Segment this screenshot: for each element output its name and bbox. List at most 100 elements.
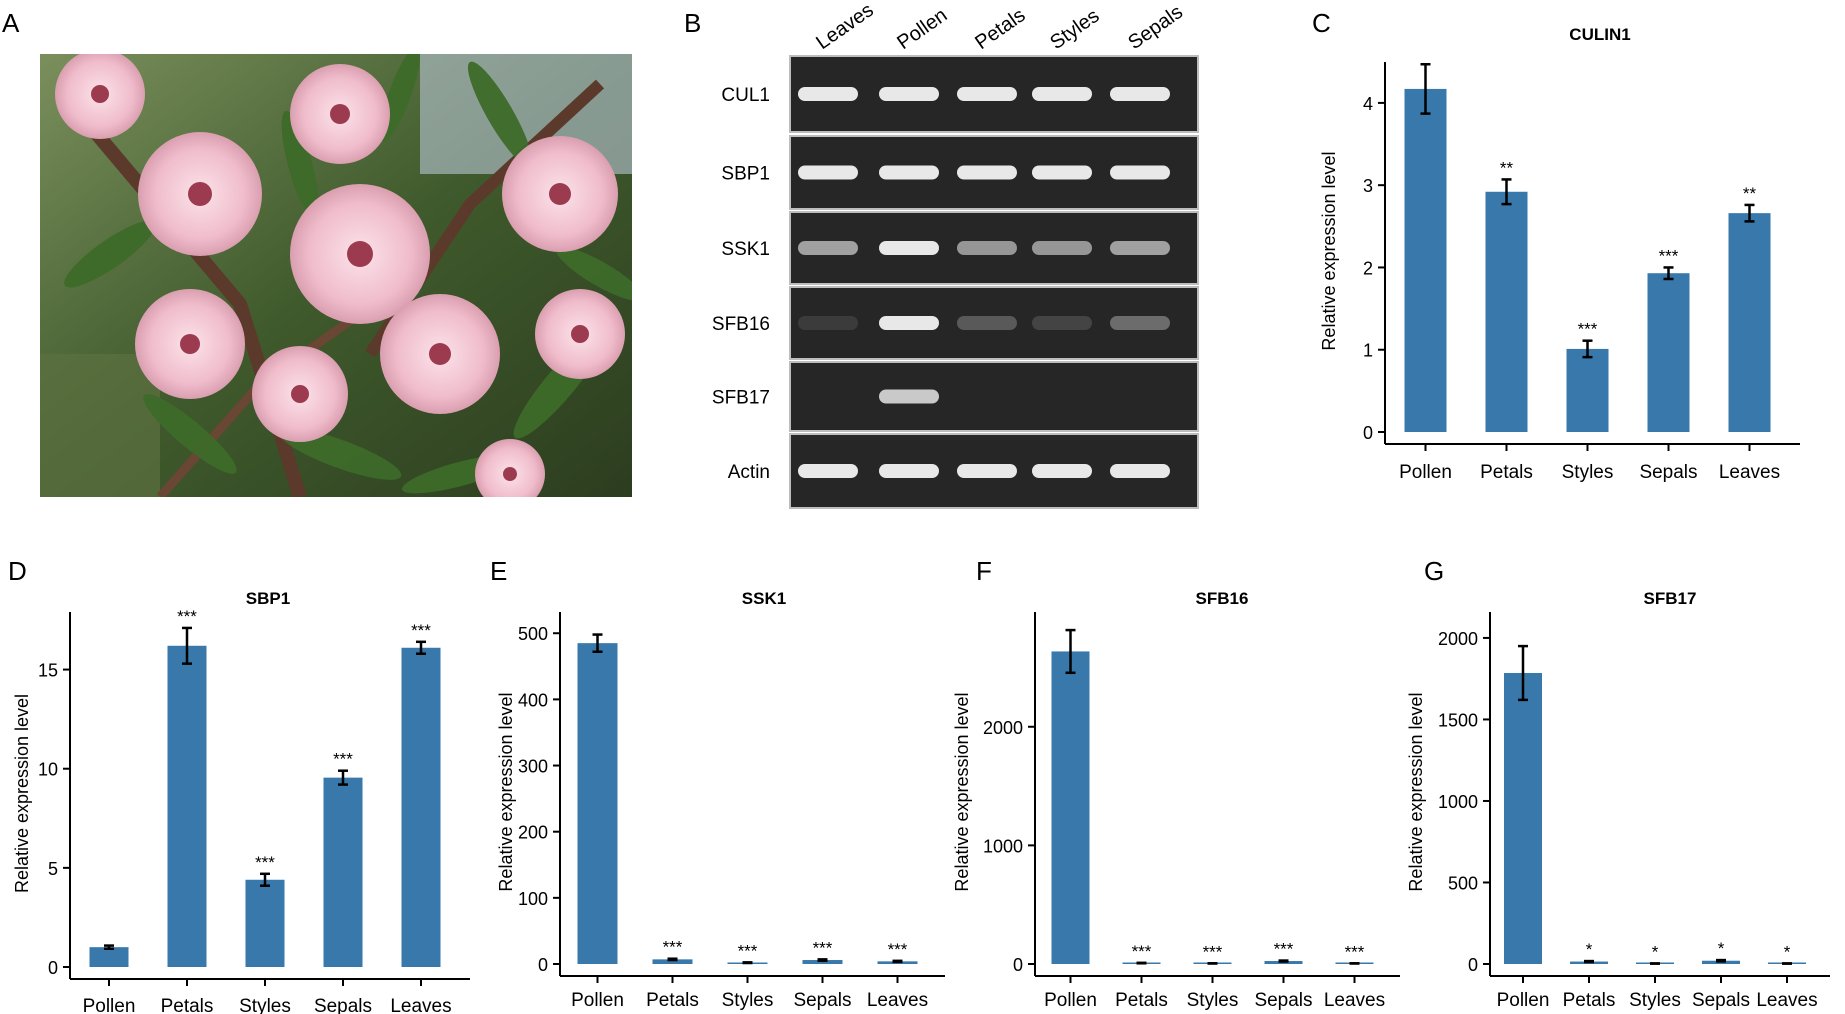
x-tick-label: Sepals bbox=[314, 996, 372, 1014]
flower-photo bbox=[40, 54, 632, 497]
y-tick-label: 1000 bbox=[983, 836, 1023, 856]
panel-letter-e: E bbox=[490, 556, 508, 586]
significance-label: *** bbox=[888, 940, 908, 959]
x-tick-label: Petals bbox=[1115, 990, 1168, 1011]
x-tick-label: Petals bbox=[646, 990, 699, 1011]
bar bbox=[802, 960, 843, 964]
flower-photo-illustration bbox=[40, 54, 632, 497]
y-tick-label: 0 bbox=[1468, 955, 1478, 975]
x-tick-label: Sepals bbox=[1692, 990, 1750, 1011]
x-tick-label: Petals bbox=[1563, 990, 1616, 1011]
significance-label: * bbox=[1652, 942, 1659, 961]
y-tick-label: 10 bbox=[38, 760, 58, 780]
x-tick-label: Petals bbox=[161, 996, 214, 1014]
bar bbox=[577, 643, 618, 964]
y-tick-label: 300 bbox=[518, 757, 548, 777]
significance-label: *** bbox=[663, 938, 683, 957]
x-tick-label: Pollen bbox=[1044, 990, 1097, 1011]
y-axis-label: Relative expression level bbox=[1319, 151, 1339, 350]
y-tick-label: 15 bbox=[38, 661, 58, 681]
y-tick-label: 0 bbox=[538, 955, 548, 975]
bar bbox=[1566, 348, 1609, 432]
panel-letter-b: B bbox=[684, 8, 702, 38]
bar bbox=[1485, 191, 1528, 432]
x-tick-label: Styles bbox=[722, 990, 774, 1011]
significance-label: *** bbox=[1578, 320, 1598, 339]
chart-c: CULIN1 0 1 2 3 4 Relative expression level Poll… bbox=[1319, 25, 1800, 483]
chart-e: SSK1 0 100 200 300 400 500 Relative expression … bbox=[496, 589, 945, 1011]
bar bbox=[1404, 88, 1447, 432]
chart-title: CULIN1 bbox=[1569, 25, 1630, 44]
x-tick-label: Sepals bbox=[1254, 990, 1312, 1011]
x-tick-label: Sepals bbox=[793, 990, 851, 1011]
bar bbox=[652, 959, 693, 964]
x-tick-label: Styles bbox=[1187, 990, 1239, 1011]
x-tick-label: Styles bbox=[1562, 462, 1614, 483]
significance-label: *** bbox=[738, 941, 758, 960]
bar bbox=[1647, 273, 1690, 432]
y-axis-label: Relative expression level bbox=[12, 694, 32, 893]
chart-title: SBP1 bbox=[246, 589, 290, 608]
chart-g: SFB17 0 500 1000 1500 2000 Relative expression… bbox=[1406, 589, 1830, 1011]
bar bbox=[1728, 213, 1771, 432]
bar bbox=[323, 777, 363, 967]
y-tick-label: 200 bbox=[518, 823, 548, 843]
y-tick-label: 4 bbox=[1363, 94, 1373, 114]
x-tick-label: Leaves bbox=[390, 996, 451, 1014]
chart-title: SFB16 bbox=[1196, 589, 1249, 608]
significance-label: *** bbox=[255, 853, 275, 872]
y-tick-label: 3 bbox=[1363, 176, 1373, 196]
x-tick-label: Leaves bbox=[1756, 990, 1817, 1011]
y-tick-label: 400 bbox=[518, 690, 548, 710]
y-tick-label: 100 bbox=[518, 889, 548, 909]
significance-label: *** bbox=[1203, 942, 1223, 961]
significance-label: ** bbox=[1743, 184, 1757, 203]
chart-title: SFB17 bbox=[1644, 589, 1697, 608]
x-tick-label: Pollen bbox=[83, 996, 136, 1014]
panel-letter-c: C bbox=[1312, 8, 1331, 38]
significance-label: *** bbox=[1132, 942, 1152, 961]
x-tick-label: Leaves bbox=[1324, 990, 1385, 1011]
y-axis-label: Relative expression level bbox=[952, 692, 972, 891]
significance-label: *** bbox=[333, 750, 353, 769]
significance-label: *** bbox=[1659, 246, 1679, 265]
y-tick-label: 0 bbox=[1013, 955, 1023, 975]
panel-letter-a: A bbox=[2, 8, 20, 38]
panel-letter-d: D bbox=[8, 556, 27, 586]
y-axis-label: Relative expression level bbox=[1406, 692, 1426, 891]
y-tick-label: 1500 bbox=[1438, 710, 1478, 730]
x-tick-label: Styles bbox=[1629, 990, 1681, 1011]
y-axis-label: Relative expression level bbox=[496, 692, 516, 891]
chart-title: SSK1 bbox=[742, 589, 786, 608]
y-tick-label: 500 bbox=[518, 624, 548, 644]
significance-label: *** bbox=[813, 938, 833, 957]
significance-label: *** bbox=[411, 621, 431, 640]
y-tick-label: 2000 bbox=[983, 718, 1023, 738]
x-tick-label: Sepals bbox=[1639, 462, 1697, 483]
bar bbox=[89, 947, 129, 967]
y-tick-label: 2 bbox=[1363, 258, 1373, 278]
x-tick-label: Pollen bbox=[571, 990, 624, 1011]
significance-label: * bbox=[1784, 942, 1791, 961]
bar bbox=[401, 647, 441, 967]
y-tick-label: 1 bbox=[1363, 341, 1373, 361]
x-tick-label: Pollen bbox=[1399, 462, 1452, 483]
panel-letter-g: G bbox=[1424, 556, 1445, 586]
chart-f: SFB16 0 1000 2000 Relative expression level P… bbox=[952, 589, 1400, 1011]
x-tick-label: Leaves bbox=[867, 990, 928, 1011]
bar bbox=[245, 879, 285, 967]
x-tick-label: Petals bbox=[1480, 462, 1533, 483]
bar bbox=[1504, 672, 1542, 964]
bar bbox=[1051, 651, 1090, 964]
chart-d: SBP1 0 5 10 15 Relative expression level Polle… bbox=[12, 589, 470, 1014]
x-tick-label: Pollen bbox=[1497, 990, 1550, 1011]
significance-label: *** bbox=[1274, 940, 1294, 959]
significance-label: ** bbox=[1500, 158, 1514, 177]
significance-label: * bbox=[1586, 940, 1593, 959]
significance-label: * bbox=[1718, 939, 1725, 958]
y-tick-label: 0 bbox=[48, 958, 58, 978]
y-tick-label: 2000 bbox=[1438, 629, 1478, 649]
x-tick-label: Leaves bbox=[1719, 462, 1780, 483]
y-tick-label: 5 bbox=[48, 859, 58, 879]
